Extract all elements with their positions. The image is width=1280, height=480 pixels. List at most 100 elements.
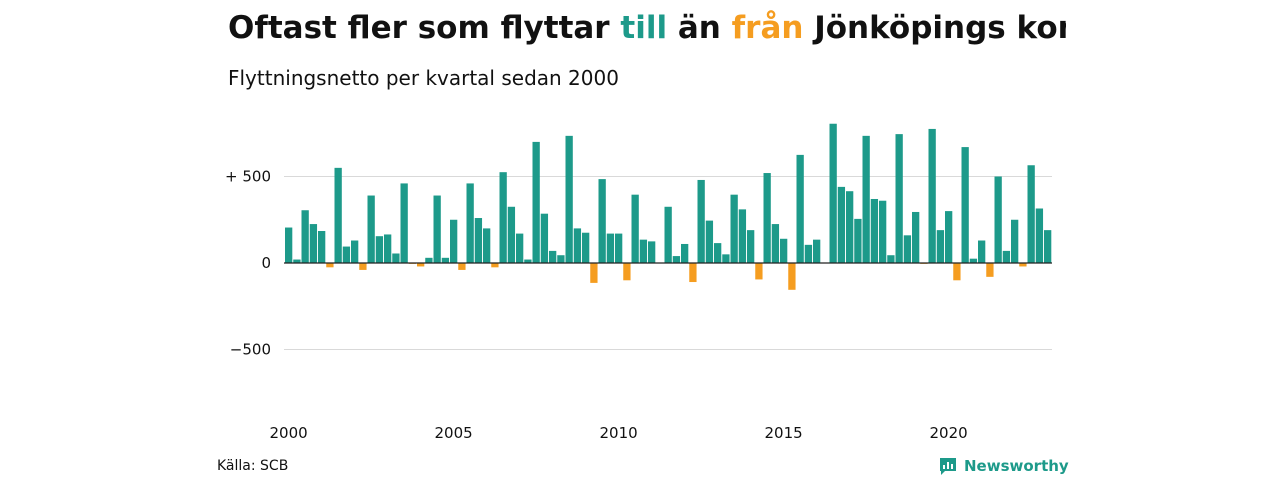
chart-subtitle: Flyttningsnetto per kvartal sedan 2000 [228, 66, 619, 90]
bar-positive [433, 195, 441, 263]
bar-positive [532, 141, 540, 263]
bar-positive [301, 210, 309, 263]
title-part-3: Jönköpings kommun [814, 10, 1066, 46]
bar-negative [755, 263, 763, 280]
bar-positive [936, 230, 945, 263]
bar-positive [648, 241, 656, 264]
bar-positive [450, 219, 458, 263]
brand-logo: Newsworthy [938, 456, 1069, 476]
x-tick-label: 2000 [270, 424, 308, 442]
bar-positive [730, 194, 738, 263]
bar-positive [747, 230, 755, 263]
bar-positive [582, 232, 590, 263]
bar-negative [326, 263, 334, 268]
bar-positive [1011, 219, 1019, 263]
y-tick-label: + 500 [225, 168, 271, 186]
bar-negative [458, 263, 466, 270]
bar-negative [623, 263, 631, 281]
bar-negative [417, 263, 425, 267]
bar-positive [771, 224, 780, 263]
bar-positive [862, 135, 870, 263]
bar-positive [879, 200, 887, 263]
bar-positive [780, 238, 788, 263]
bar-positive [829, 123, 837, 264]
bar-positive [507, 206, 516, 263]
bar-positive [664, 206, 672, 263]
bar-positive [400, 183, 408, 263]
bar-positive [846, 191, 854, 263]
bar-positive [384, 234, 392, 263]
bar-positive [524, 259, 532, 263]
bar-positive [1027, 165, 1035, 263]
y-tick-label: 0 [261, 254, 271, 272]
bar-positive [392, 253, 400, 263]
bar-positive [705, 220, 714, 263]
bar-negative [1019, 263, 1027, 267]
bar-positive [681, 243, 689, 263]
bar-positive [912, 211, 920, 263]
bar-positive [631, 194, 639, 263]
bar-positive [763, 173, 771, 263]
bar-positive [813, 239, 821, 263]
bar-positive [549, 250, 557, 263]
x-axis-tick-labels: 2000 2005 2010 2015 2020 [270, 424, 968, 442]
bar-positive [994, 176, 1002, 263]
bar-positive [615, 233, 623, 263]
bar-positive [540, 213, 549, 263]
bar-positive [870, 198, 879, 263]
title-part-2: än [667, 10, 732, 46]
bar-positive [516, 233, 524, 263]
bar-positive [483, 228, 491, 263]
bar-positive [1002, 250, 1011, 263]
brand-name: Newsworthy [964, 457, 1069, 475]
bar-positive [738, 209, 747, 263]
bar-positive [804, 244, 813, 263]
x-tick-label: 2015 [765, 424, 803, 442]
y-axis-tick-labels: + 500 0 −500 [225, 168, 271, 359]
bar-positive [969, 258, 978, 263]
bar-positive [351, 240, 359, 263]
bar-positive [945, 211, 953, 263]
bar-positive [639, 239, 648, 263]
bar-positive [714, 243, 722, 263]
bar-positive [837, 186, 846, 263]
grid-lines [284, 176, 1052, 350]
bar-positive [672, 256, 681, 263]
bar-negative [986, 263, 994, 277]
bar-positive [375, 236, 384, 263]
bar-positive [425, 257, 433, 263]
bar-positive [573, 228, 582, 263]
chart-title: Oftast fler som flyttar till än från Jön… [228, 8, 1066, 52]
y-tick-label: −500 [230, 341, 271, 359]
x-tick-label: 2005 [435, 424, 473, 442]
bar-positive [895, 134, 903, 263]
bar-negative [590, 263, 598, 283]
bar-negative [491, 263, 499, 268]
bars [285, 123, 1052, 290]
title-part-1: Oftast fler som flyttar [228, 10, 621, 46]
bar-positive [961, 147, 969, 263]
bar-positive [854, 218, 862, 263]
bar-positive [978, 240, 986, 263]
bar-negative [788, 263, 796, 290]
title-highlight-fran: från [731, 10, 804, 46]
bar-positive [796, 154, 804, 263]
bar-positive [928, 128, 936, 263]
source-label: Källa: SCB [217, 458, 289, 474]
bar-positive [318, 231, 326, 263]
bar-positive [499, 172, 507, 263]
bar-positive [334, 167, 342, 263]
bar-positive [466, 183, 474, 263]
bar-positive [697, 179, 705, 263]
newsworthy-logo-icon [940, 458, 956, 475]
bar-positive [887, 255, 895, 263]
bar-positive [1035, 208, 1044, 263]
x-tick-label: 2010 [600, 424, 638, 442]
bar-positive [565, 135, 573, 263]
bar-negative [359, 263, 367, 270]
bar-positive [606, 233, 615, 263]
bar-positive [309, 224, 318, 263]
bar-positive [1044, 230, 1052, 263]
title-highlight-till: till [620, 10, 668, 46]
